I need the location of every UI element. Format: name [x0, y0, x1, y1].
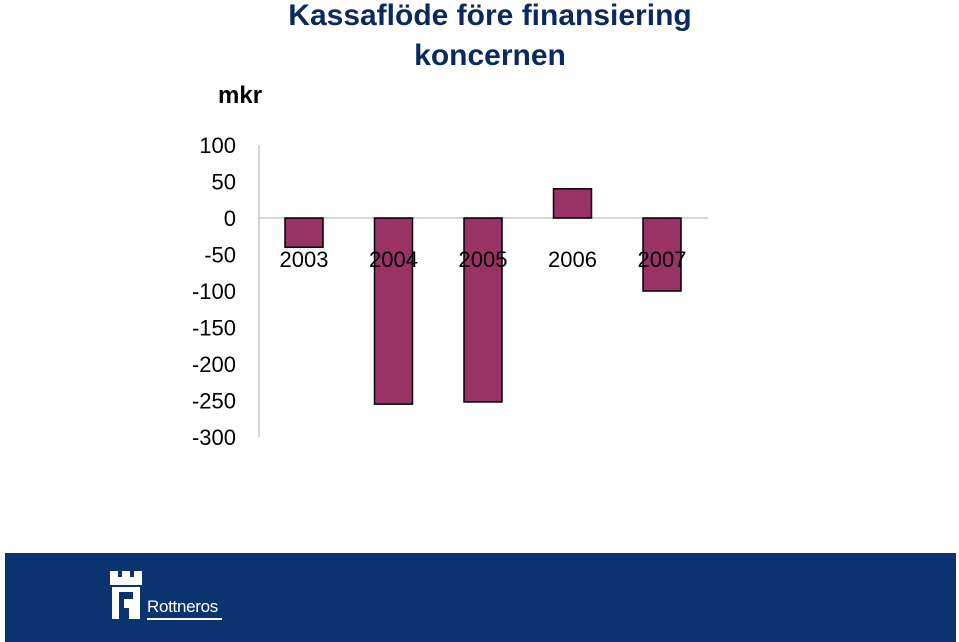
- chart-title-line-1: Kassaflöde före finansiering: [288, 0, 692, 32]
- y-tick-label: -250: [192, 389, 236, 414]
- y-axis-unit-label: mkr: [218, 82, 263, 109]
- bar-2006: [552, 188, 593, 219]
- x-category-label: 2005: [459, 247, 508, 272]
- bar-2007: [642, 217, 682, 292]
- rottneros-logo: Rottneros: [109, 567, 229, 627]
- chart-title: Kassaflöde före finansiering koncernen: [230, 0, 750, 76]
- bar-2005: [463, 217, 503, 403]
- bar-2003: [284, 217, 324, 248]
- y-tick-label: -100: [192, 279, 236, 304]
- tower-icon: [110, 571, 142, 619]
- x-category-label: 2003: [280, 247, 329, 272]
- x-category-label: 2007: [638, 247, 687, 272]
- y-tick-label: -50: [204, 243, 236, 268]
- bar-chart: 100 50 0 -50 -100 -150 -200 -250 -300 2003 2004 200…: [192, 133, 708, 450]
- y-tick-label: -150: [192, 316, 236, 341]
- bar-2004: [373, 217, 414, 405]
- brand-name: Rottneros: [147, 597, 219, 616]
- y-tick-label: -200: [192, 352, 236, 377]
- brand-underline: [147, 618, 222, 620]
- x-category-label: 2006: [548, 247, 597, 272]
- x-category-label: 2004: [369, 247, 418, 272]
- y-tick-label: 50: [212, 170, 236, 195]
- chart-title-line-2: koncernen: [414, 39, 566, 72]
- y-tick-label: 100: [199, 133, 236, 158]
- footer-banner: Rottneros: [5, 553, 956, 642]
- y-tick-label: 0: [224, 206, 236, 231]
- y-tick-label: -300: [192, 425, 236, 450]
